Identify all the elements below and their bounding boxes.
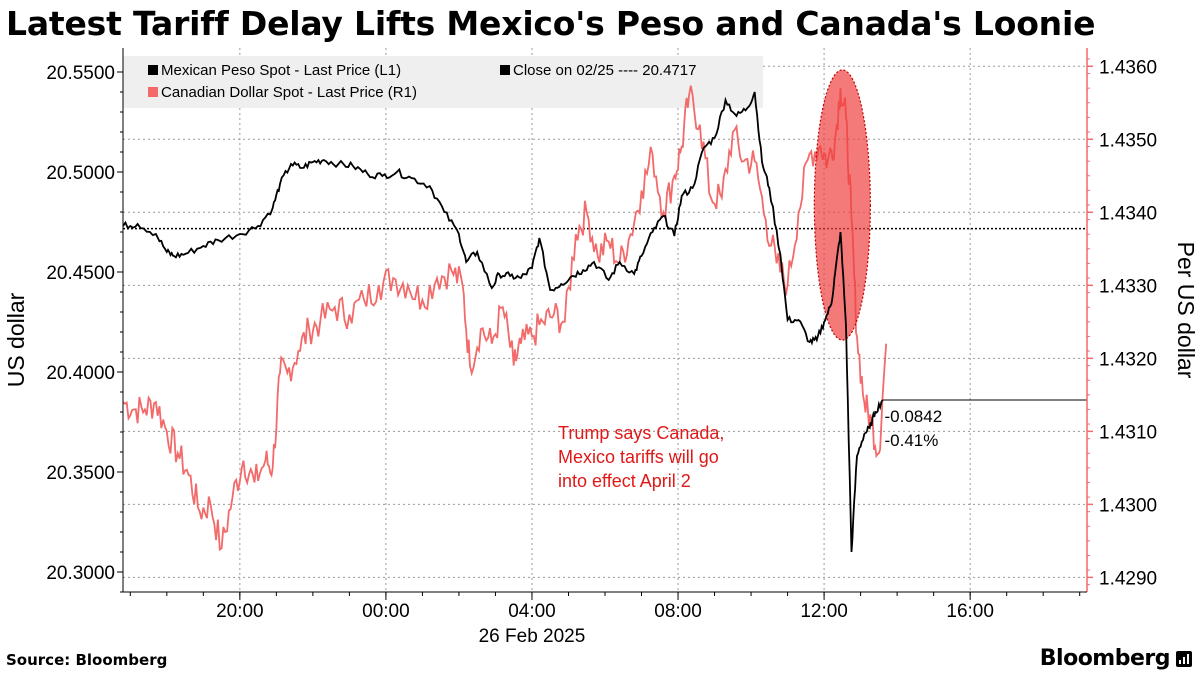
right-axis-tick-label: 1.4300 [1099,495,1157,516]
annotation-line: Mexico tariffs will go [558,447,719,467]
bloomberg-terminal-icon [1176,651,1192,667]
legend-label-close: Close on 02/25 ---- 20.4717 [513,62,696,79]
x-axis-tick-label: 20:00 [216,601,264,622]
highlight-ellipse [813,69,871,341]
right-axis-tick-label: 1.4360 [1099,57,1157,78]
right-axis-label: Per US dollar [1173,242,1199,379]
x-axis-tick-label: 12:00 [800,601,848,622]
right-axis-tick-label: 1.4310 [1099,422,1157,443]
legend-background [123,56,763,108]
legend-swatch-peso [148,65,158,75]
legend-entry-close: Close on 02/25 ---- 20.4717 [500,62,696,79]
chart-title: Latest Tariff Delay Lifts Mexico's Peso … [6,4,1096,43]
series-line-cad [122,85,888,552]
series-line-peso [122,91,884,553]
legend-label-cad: Canadian Dollar Spot - Last Price (R1) [161,84,417,101]
chart-area: 20.3000 20.3500 20.4000 20.4500 20.5000 20.55… [3,48,1199,647]
left-axis-tick-label: 20.3500 [46,463,115,484]
bloomberg-logo: Bloomberg [1039,646,1171,671]
gridlines [123,48,1087,592]
annotation-line: Trump says Canada, [558,423,724,443]
source-note: Source: Bloomberg [6,651,168,669]
last-change-abs: -0.0842 [885,407,943,426]
legend-label-peso: Mexican Peso Spot - Last Price (L1) [161,62,401,79]
right-axis-tick-label: 1.4340 [1099,203,1157,224]
right-axis-tick-label: 1.4330 [1099,276,1157,297]
right-axis-tick-label: 1.4320 [1099,349,1157,370]
legend-entry-peso: Mexican Peso Spot - Last Price (L1) [148,62,401,79]
left-axis-tick-label: 20.4500 [46,263,115,284]
left-axis-label: US dollar [3,292,29,387]
legend-swatch-cad [148,87,158,97]
right-axis-tick-label: 1.4290 [1099,568,1157,589]
annotation-text: Trump says Canada, Mexico tariffs will go… [558,423,724,491]
x-axis-tick-label: 00:00 [362,601,410,622]
x-axis-tick-label: 16:00 [946,601,994,622]
last-change-pct: -0.41% [885,431,939,450]
x-axis-tick-label: 04:00 [508,601,556,622]
legend-swatch-close [500,65,510,75]
right-axis-tick-label: 1.4350 [1099,130,1157,151]
legend-entry-cad: Canadian Dollar Spot - Last Price (R1) [148,84,417,101]
left-axis-tick-label: 20.5000 [46,163,115,184]
x-axis-date-label: 26 Feb 2025 [479,626,586,647]
x-axis-tick-label: 08:00 [654,601,702,622]
left-axis-tick-label: 20.5500 [46,63,115,84]
annotation-line: into effect April 2 [558,471,691,491]
left-axis-tick-label: 20.4000 [46,363,115,384]
last-change-labels: -0.0842 -0.41% [885,407,943,450]
legend: Mexican Peso Spot - Last Price (L1) Clos… [148,62,696,101]
left-axis-tick-label: 20.3000 [46,563,115,584]
